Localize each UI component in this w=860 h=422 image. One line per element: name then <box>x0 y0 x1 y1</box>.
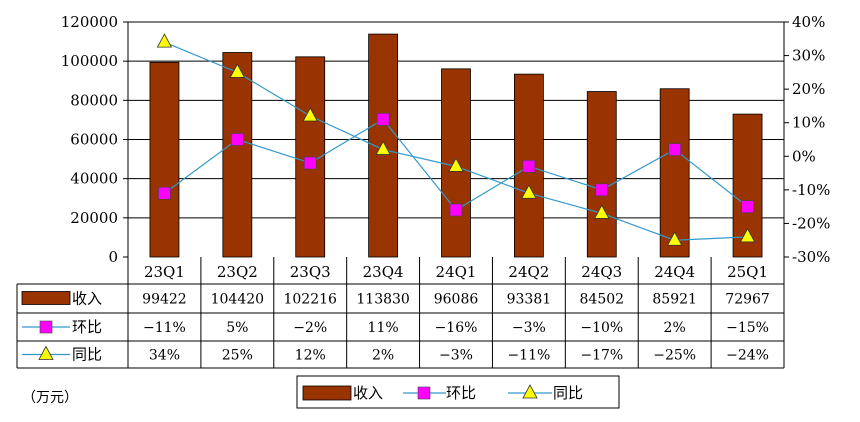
legend-label-qoq: 环比 <box>446 384 476 402</box>
qoq-point-23Q1 <box>158 186 171 200</box>
table-cell: −3% <box>439 348 473 364</box>
qoq-point-24Q3 <box>595 183 609 197</box>
revenue-bars <box>149 33 763 258</box>
right-tick-label: 30% <box>792 47 825 65</box>
qoq-point-25Q1 <box>741 200 754 213</box>
left-tick-label: 0 <box>108 248 118 266</box>
legend: 收入 环比 同比 <box>296 375 620 409</box>
table-cell: −15% <box>726 320 769 336</box>
table-cell: −24% <box>726 348 769 364</box>
yoy-point-23Q2 <box>229 63 246 78</box>
qoq-point-23Q4 <box>376 113 390 126</box>
table-cell: 11% <box>368 320 399 336</box>
legend-key-qoq <box>417 386 431 400</box>
table-cell: 84502 <box>580 292 625 308</box>
category-label: 25Q1 <box>727 263 768 281</box>
category-label: 23Q2 <box>217 263 258 281</box>
table-cell: −2% <box>293 320 327 336</box>
table-cell: 96086 <box>434 292 479 308</box>
yoy-point-23Q1 <box>156 33 173 48</box>
yoy-point-24Q2 <box>521 184 537 199</box>
table-cell: −10% <box>580 320 623 336</box>
row-key-yoy <box>38 345 54 360</box>
yoy-point-24Q4 <box>666 231 683 246</box>
qoq-point-23Q3 <box>303 156 317 170</box>
right-tick-label: -30% <box>792 248 830 266</box>
qoq-point-24Q1 <box>449 203 463 217</box>
yoy-point-23Q3 <box>302 107 318 122</box>
row-key-revenue <box>21 291 71 305</box>
table-cell: 102216 <box>283 292 337 308</box>
table-cell: 25% <box>222 348 253 364</box>
right-tick-label: 0% <box>792 147 816 165</box>
right-tick-label: -20% <box>792 214 830 232</box>
table-cell: 5% <box>226 320 248 336</box>
right-tick-label: -10% <box>792 181 830 199</box>
category-label: 24Q2 <box>508 263 549 281</box>
table-cell: −11% <box>143 320 186 336</box>
right-tick-label: 20% <box>792 80 825 98</box>
table-cell: 104420 <box>211 292 264 308</box>
yoy-point-24Q3 <box>594 204 610 219</box>
table-cell: −16% <box>435 320 478 336</box>
table-cell: −17% <box>580 348 623 364</box>
left-tick-label: 100000 <box>61 52 118 70</box>
revenue-bar-24Q3 <box>586 91 617 258</box>
data-table: 23Q1 23Q2 23Q3 23Q4 24Q1 24Q2 24Q3 24Q4 25Q1 收入 99… <box>16 257 785 369</box>
table-cell: 113830 <box>356 292 409 308</box>
right-tick-label: 40% <box>792 13 825 31</box>
category-label: 24Q1 <box>436 263 477 281</box>
left-tick-label: 80000 <box>70 91 118 109</box>
ratio-lines <box>156 33 756 246</box>
yoy-point-23Q4 <box>375 140 391 155</box>
legend-label-revenue: 收入 <box>353 384 383 402</box>
row-label: 同比 <box>72 346 102 364</box>
yoy-point-25Q1 <box>739 228 756 243</box>
axes: 0 20000 40000 60000 80000 100000 120000 -30% -20… <box>61 13 831 266</box>
table-cell: 93381 <box>507 292 552 308</box>
left-tick-label: 40000 <box>70 170 118 188</box>
yoy-point-24Q1 <box>448 157 464 172</box>
table-cell: −25% <box>653 348 696 364</box>
category-label: 23Q4 <box>363 263 404 281</box>
qoq-point-23Q2 <box>231 133 244 146</box>
table-cell: 34% <box>149 348 180 364</box>
unit-label: （万元） <box>22 390 78 406</box>
qoq-point-24Q2 <box>522 160 536 173</box>
revenue-bar-23Q2 <box>222 52 253 258</box>
category-label: 23Q1 <box>144 263 185 281</box>
legend-key-revenue <box>302 385 352 401</box>
revenue-bar-24Q4 <box>659 88 690 258</box>
revenue-bar-23Q1 <box>149 61 180 258</box>
right-tick-label: 10% <box>792 114 825 132</box>
left-tick-label: 20000 <box>70 209 118 227</box>
table-cell: 12% <box>295 348 326 364</box>
table-cell: −11% <box>507 348 550 364</box>
table-cell: 85921 <box>652 292 697 308</box>
category-label: 24Q3 <box>581 263 622 281</box>
legend-label-yoy: 同比 <box>553 384 583 402</box>
left-tick-label: 120000 <box>61 13 118 31</box>
row-key-qoq <box>39 320 53 334</box>
table-cell: 2% <box>664 320 686 336</box>
table-cell: 72967 <box>725 292 770 308</box>
left-tick-label: 60000 <box>70 131 118 149</box>
table-cell: 99422 <box>142 292 187 308</box>
category-label: 24Q4 <box>654 263 695 281</box>
row-label: 收入 <box>72 290 102 308</box>
legend-key-yoy <box>522 384 538 399</box>
qoq-point-24Q4 <box>668 143 681 156</box>
table-cell: −3% <box>512 320 546 336</box>
row-label: 环比 <box>72 318 102 336</box>
category-label: 23Q3 <box>290 263 331 281</box>
table-cell: 2% <box>372 348 394 364</box>
